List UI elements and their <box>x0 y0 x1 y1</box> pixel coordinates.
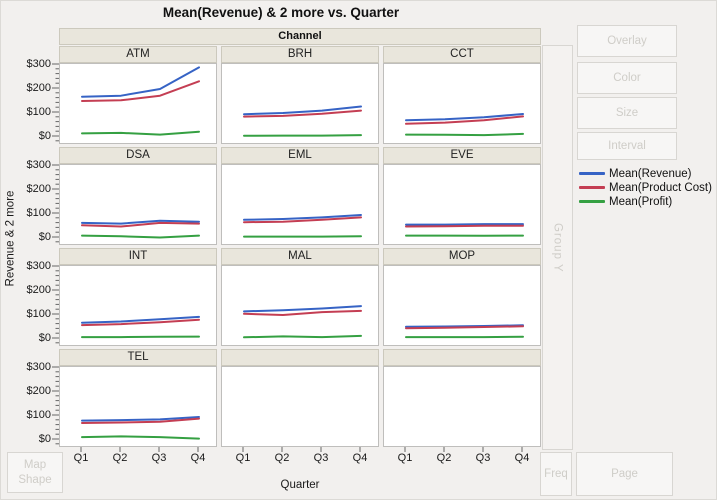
facet-header-INT: INT <box>59 248 217 265</box>
legend-label-product-cost: Mean(Product Cost) <box>609 181 712 194</box>
y-axis-ticks <box>52 366 59 445</box>
legend-item-revenue: Mean(Revenue) <box>579 167 712 180</box>
freq-drop-zone[interactable]: Freq <box>540 452 572 496</box>
facet-header-empty <box>221 349 379 366</box>
x-axis-ticks <box>242 447 361 452</box>
map-shape-label-line2: Shape <box>18 473 52 486</box>
map-shape-drop-zone[interactable]: Map Shape <box>7 452 63 493</box>
revenue-line-swatch <box>579 172 605 175</box>
y-tick-label: $200 <box>26 385 51 397</box>
x-axis-title: Quarter <box>280 479 320 491</box>
interval-drop-zone[interactable]: Interval <box>577 132 677 160</box>
group-y-drop-zone[interactable]: Group Y <box>542 45 573 450</box>
legend-item-profit: Mean(Profit) <box>579 195 712 208</box>
product-cost-line-swatch <box>579 186 605 189</box>
facet-header-EML: EML <box>221 147 379 164</box>
plot-panel-ATM <box>59 63 217 144</box>
x-tick-label: Q2 <box>274 452 290 464</box>
x-tick-label: Q2 <box>112 452 128 464</box>
overlay-drop-zone-label: Overlay <box>607 35 647 47</box>
y-tick-label: $200 <box>26 183 51 195</box>
y-tick-label: $0 <box>38 231 51 243</box>
page-drop-zone[interactable]: Page <box>576 452 673 496</box>
size-drop-zone[interactable]: Size <box>577 97 677 129</box>
profit-line-swatch <box>579 200 605 203</box>
plot-panel-empty <box>221 366 379 447</box>
y-tick-label: $100 <box>26 409 51 421</box>
x-tick-label: Q1 <box>73 452 89 464</box>
overlay-drop-zone[interactable]: Overlay <box>577 25 677 57</box>
y-tick-label: $0 <box>38 433 51 445</box>
plot-panel-MOP <box>383 265 541 346</box>
map-shape-label-line1: Map <box>23 459 47 472</box>
plot-panel-BRH <box>221 63 379 144</box>
plot-panel-EVE <box>383 164 541 245</box>
y-tick-label: $300 <box>26 58 51 70</box>
y-axis-ticks <box>52 63 59 142</box>
x-tick-label: Q1 <box>397 452 413 464</box>
color-drop-zone[interactable]: Color <box>577 62 677 94</box>
size-drop-zone-label: Size <box>615 107 639 119</box>
x-axis-ticks <box>80 447 199 452</box>
facet-header-MOP: MOP <box>383 248 541 265</box>
x-tick-label: Q3 <box>313 452 329 464</box>
x-tick-label: Q4 <box>190 452 206 464</box>
x-tick-label: Q4 <box>352 452 368 464</box>
x-tick-label: Q3 <box>475 452 491 464</box>
y-tick-label: $300 <box>26 159 51 171</box>
color-drop-zone-label: Color <box>613 72 641 84</box>
plot-panel-EML <box>221 164 379 245</box>
y-axis-ticks <box>52 265 59 344</box>
y-tick-label: $300 <box>26 260 51 272</box>
interval-drop-zone-label: Interval <box>608 140 646 152</box>
facet-header-MAL: MAL <box>221 248 379 265</box>
y-tick-label: $0 <box>38 130 51 142</box>
x-axis-ticks <box>404 447 523 452</box>
x-tick-label: Q3 <box>151 452 167 464</box>
plot-panel-TEL <box>59 366 217 447</box>
group-y-drop-zone-label: Group Y <box>551 222 564 273</box>
y-tick-label: $200 <box>26 284 51 296</box>
facet-band-header: Channel <box>59 28 541 45</box>
facet-header-EVE: EVE <box>383 147 541 164</box>
y-tick-label: $0 <box>38 332 51 344</box>
y-tick-label: $300 <box>26 361 51 373</box>
x-tick-label: Q1 <box>235 452 251 464</box>
y-tick-label: $100 <box>26 106 51 118</box>
facet-header-DSA: DSA <box>59 147 217 164</box>
facet-header-ATM: ATM <box>59 46 217 63</box>
plot-panel-INT <box>59 265 217 346</box>
facet-header-TEL: TEL <box>59 349 217 366</box>
y-axis-ticks <box>52 164 59 243</box>
legend-label-profit: Mean(Profit) <box>609 195 673 208</box>
x-tick-label: Q4 <box>514 452 530 464</box>
x-tick-label: Q2 <box>436 452 452 464</box>
y-tick-label: $200 <box>26 82 51 94</box>
facet-header-empty <box>383 349 541 366</box>
y-tick-label: $100 <box>26 308 51 320</box>
facet-header-CCT: CCT <box>383 46 541 63</box>
legend-label-revenue: Mean(Revenue) <box>609 167 692 180</box>
legend-item-product-cost: Mean(Product Cost) <box>579 181 712 194</box>
plot-panel-MAL <box>221 265 379 346</box>
plot-panel-DSA <box>59 164 217 245</box>
legend: Mean(Revenue) Mean(Product Cost) Mean(Pr… <box>579 167 712 208</box>
freq-drop-zone-label: Freq <box>544 468 568 480</box>
chart-title: Mean(Revenue) & 2 more vs. Quarter <box>162 5 400 20</box>
plot-panel-empty <box>383 366 541 447</box>
facet-header-BRH: BRH <box>221 46 379 63</box>
y-tick-label: $100 <box>26 207 51 219</box>
plot-panel-CCT <box>383 63 541 144</box>
page-drop-zone-label: Page <box>611 468 638 480</box>
